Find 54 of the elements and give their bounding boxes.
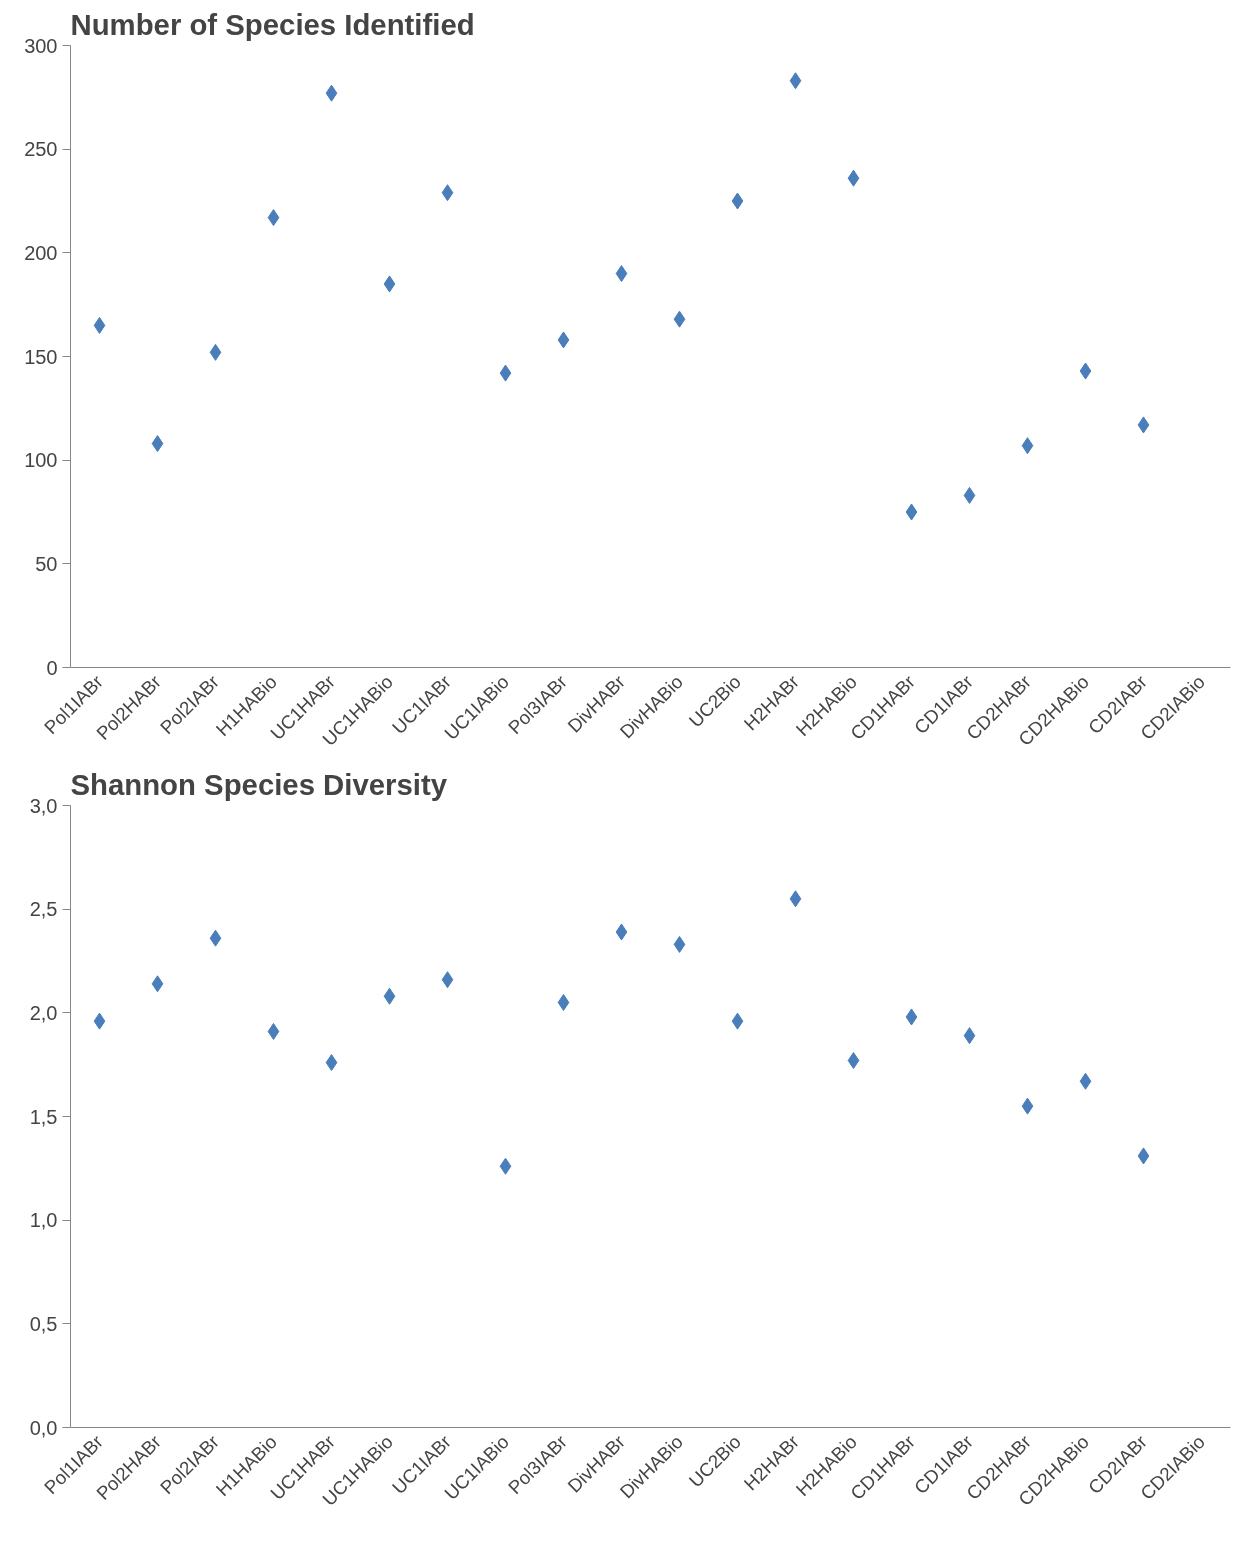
- y-tick-label: 3,0: [29, 794, 58, 817]
- point: [673, 935, 686, 953]
- point: [209, 929, 222, 947]
- y-tick-label: 2,5: [29, 898, 58, 921]
- point: [557, 331, 570, 349]
- point: [1021, 437, 1034, 455]
- point: [615, 923, 628, 941]
- point: [93, 316, 106, 334]
- point: [847, 169, 860, 187]
- y-tick-label: 150: [24, 345, 58, 368]
- y-tick-label: 1,0: [29, 1209, 58, 1232]
- point: [963, 1027, 976, 1045]
- point: [1137, 1147, 1150, 1165]
- y-tick-label: 2,0: [29, 1001, 58, 1024]
- point: [1021, 1097, 1034, 1115]
- point: [499, 364, 512, 382]
- y-tick-label: 250: [24, 138, 58, 161]
- point: [1137, 416, 1150, 434]
- point: [267, 209, 280, 227]
- point: [383, 275, 396, 293]
- point: [847, 1052, 860, 1070]
- point: [789, 72, 802, 90]
- point: [325, 1054, 338, 1072]
- point: [905, 503, 918, 521]
- point: [557, 993, 570, 1011]
- point: [325, 84, 338, 102]
- chart-title: Shannon Species Diversity: [70, 767, 448, 801]
- point: [615, 265, 628, 283]
- chart-title: Number of Species Identified: [70, 7, 475, 41]
- point: [383, 987, 396, 1005]
- y-tick-label: 0,0: [29, 1416, 58, 1439]
- point: [441, 184, 454, 202]
- point: [673, 310, 686, 328]
- point: [93, 1012, 106, 1030]
- y-tick-label: 50: [35, 552, 58, 575]
- y-tick-label: 100: [24, 449, 58, 472]
- y-tick-label: 1,5: [29, 1105, 58, 1128]
- point: [499, 1157, 512, 1175]
- point: [151, 975, 164, 993]
- point: [267, 1022, 280, 1040]
- y-tick-label: 0: [46, 656, 58, 679]
- point: [209, 343, 222, 361]
- y-tick-label: 0,5: [29, 1312, 58, 1335]
- point: [905, 1008, 918, 1026]
- point: [789, 890, 802, 908]
- point: [963, 486, 976, 504]
- point: [1079, 1072, 1092, 1090]
- point: [731, 1012, 744, 1030]
- point: [1079, 362, 1092, 380]
- point: [731, 192, 744, 210]
- y-tick-label: 300: [24, 34, 58, 57]
- point: [151, 435, 164, 453]
- point: [441, 971, 454, 989]
- y-tick-label: 200: [24, 241, 58, 264]
